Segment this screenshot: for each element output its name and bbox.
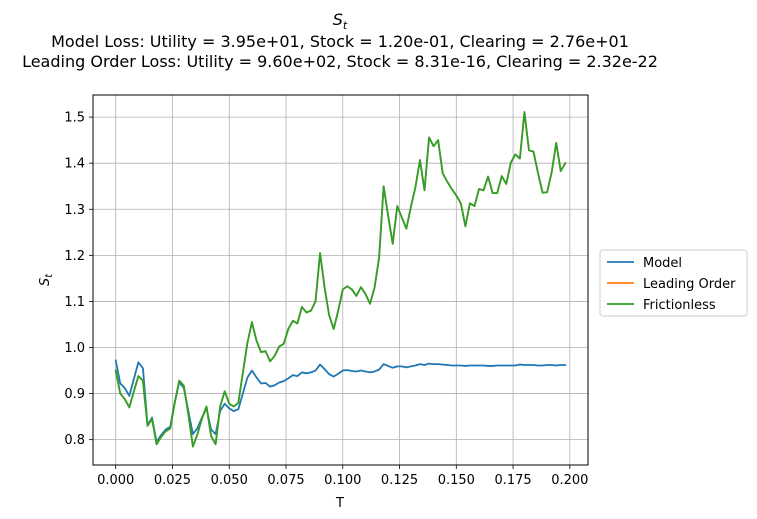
y-axis-label-main: S: [38, 278, 53, 286]
x-axis-label: T: [335, 496, 344, 511]
y-tick-label: 1.1: [64, 295, 85, 310]
x-tick-label: 0.125: [381, 473, 418, 488]
x-tick-label: 0.050: [211, 473, 248, 488]
plot-background: [93, 95, 588, 465]
x-axis-ticks: 0.000 0.025 0.050 0.075 0.100 0.125 0.150 0.175…: [97, 465, 588, 488]
chart-title-main: S: [333, 10, 343, 29]
x-tick-label: 0.150: [438, 473, 475, 488]
y-tick-label: 0.9: [64, 387, 85, 402]
y-axis-label: St: [38, 273, 55, 286]
y-tick-label: 1.3: [64, 203, 85, 218]
y-tick-label: 1.4: [64, 157, 85, 172]
series-layer: [114, 111, 567, 448]
x-tick-label: 0.200: [551, 473, 588, 488]
legend-label-leading-order: Leading Order: [643, 277, 736, 292]
plot-frame: [92, 94, 589, 466]
y-tick-label: 1.2: [64, 249, 85, 264]
legend: Model Leading Order Frictionless: [599, 249, 748, 317]
y-tick-label: 0.8: [64, 433, 85, 448]
x-tick-label: 0.100: [324, 473, 361, 488]
legend-frame: [599, 249, 748, 317]
legend-label-frictionless: Frictionless: [643, 298, 716, 313]
series-line-frictionless: [114, 111, 567, 448]
chart-title: St: [333, 10, 348, 32]
y-tick-label: 1.0: [64, 341, 85, 356]
y-axis-ticks: 0.8 0.9 1.0 1.1 1.2 1.3 1.4 1.5: [64, 111, 93, 448]
chart-subtitle-line-2: Leading Order Loss: Utility = 9.60e+02, …: [22, 52, 658, 71]
legend-label-model: Model: [643, 256, 682, 271]
x-tick-label: 0.025: [154, 473, 191, 488]
chart-title-sub: t: [343, 19, 348, 32]
y-axis-label-sub: t: [44, 273, 55, 278]
series-line-model: [114, 359, 567, 443]
chart-subtitle-line-1: Model Loss: Utility = 3.95e+01, Stock = …: [51, 32, 629, 51]
x-tick-label: 0.075: [267, 473, 304, 488]
x-tick-label: 0.000: [97, 473, 134, 488]
x-tick-label: 0.175: [494, 473, 531, 488]
y-tick-label: 1.5: [64, 111, 85, 126]
